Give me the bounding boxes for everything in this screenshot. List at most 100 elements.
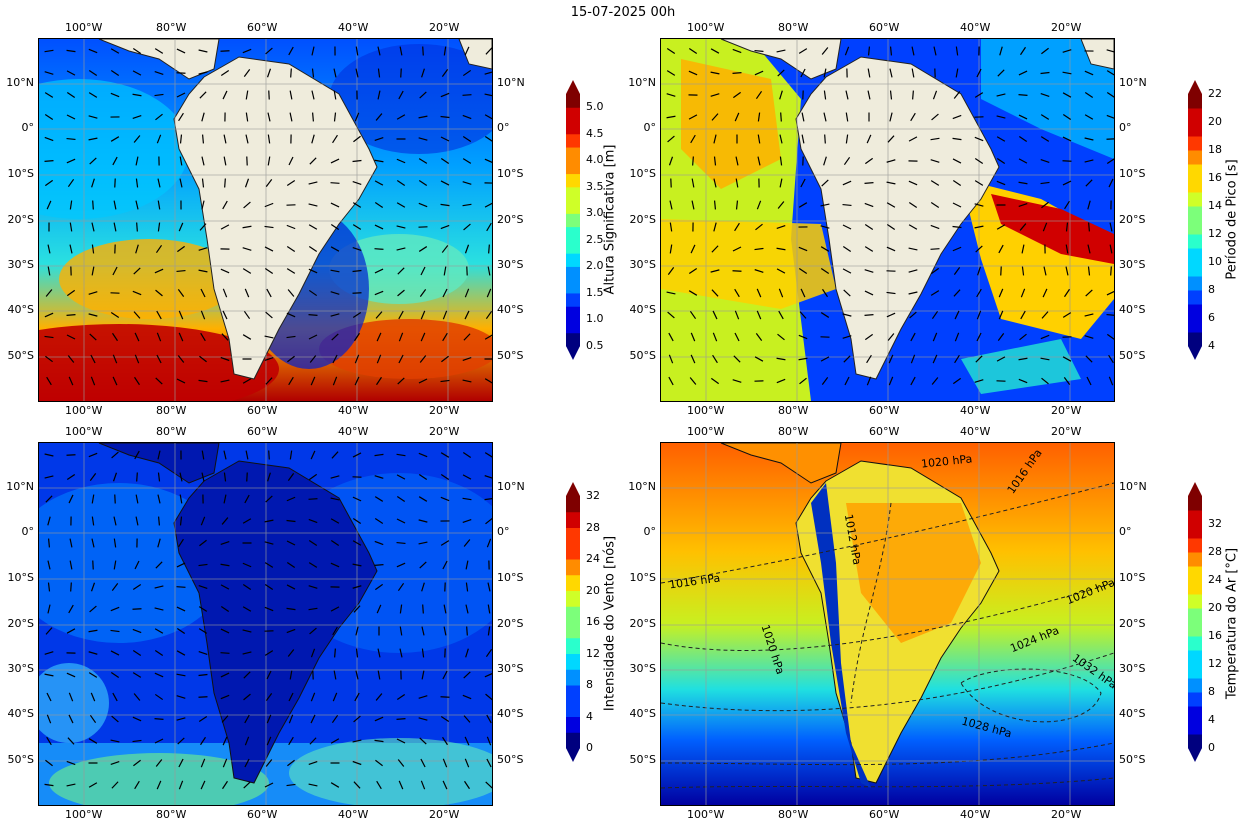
colorbar-tick-label: 3.0	[586, 206, 604, 220]
lat-tick-label: 50°S	[1119, 753, 1146, 766]
colorbar-tick-label: 6	[1208, 311, 1215, 324]
lat-tick-label: 20°S	[629, 213, 656, 226]
colorbar-tick-label: 20	[586, 583, 600, 597]
lon-tick-label: 20°W	[429, 404, 460, 417]
colorbar-band	[1188, 538, 1202, 553]
colorbar-band	[1188, 622, 1202, 637]
lon-tick-label: 20°W	[429, 21, 460, 34]
colorbar-band	[1188, 304, 1202, 319]
lat-tick-label: 50°S	[497, 753, 524, 766]
lat-tick-label: 30°S	[1119, 662, 1146, 675]
colorbar-extend-min	[1188, 346, 1202, 360]
colorbar-band	[566, 266, 580, 281]
colorbar-tick-label: 16	[1208, 629, 1222, 642]
lat-tick-label: 0°	[21, 525, 35, 538]
colorbar-band	[566, 543, 580, 560]
lat-tick-label: 50°S	[7, 349, 34, 362]
lat-tick-label: 50°S	[629, 349, 656, 362]
lon-tick-label: 20°W	[1051, 21, 1082, 34]
lon-tick-label: 80°W	[778, 808, 809, 821]
lon-tick-label: 20°W	[1051, 425, 1082, 438]
lon-tick-label: 80°W	[156, 808, 187, 821]
lon-tick-label: 60°W	[869, 425, 900, 438]
lat-tick-label: 30°S	[1119, 258, 1146, 271]
colorbar-extend-min	[566, 748, 580, 762]
colorbar-wave-height	[566, 80, 580, 360]
colorbar-band	[566, 319, 580, 334]
colorbar-band	[566, 332, 580, 347]
colorbar-band	[566, 700, 580, 717]
lat-tick-label: 30°S	[629, 258, 656, 271]
lat-tick-label: 0°	[1119, 121, 1132, 134]
colorbar-extend-max	[1188, 482, 1202, 496]
colorbar-band	[1188, 678, 1202, 693]
colorbar-band	[566, 653, 580, 670]
colorbar-band	[1188, 332, 1202, 347]
lat-tick-label: 50°S	[7, 753, 34, 766]
lon-tick-label: 100°W	[65, 808, 103, 821]
lat-tick-label: 50°S	[1119, 349, 1146, 362]
colorbar-band	[1188, 636, 1202, 651]
lat-tick-label: 40°S	[7, 707, 34, 720]
colorbar-band	[566, 590, 580, 607]
colorbar-label: Temperatura do Ar [°C]	[1224, 547, 1240, 700]
colorbar-tick-label: 4.0	[586, 153, 604, 167]
colorbar-tick-label: 14	[1208, 199, 1222, 212]
lon-tick-label: 60°W	[247, 425, 278, 438]
colorbar-tick-label: 2.0	[586, 259, 604, 273]
colorbar-scale	[566, 80, 580, 360]
lat-tick-label: 10°S	[7, 167, 34, 180]
lat-tick-label: 20°S	[1119, 617, 1146, 630]
colorbar-band	[566, 606, 580, 623]
colorbar-tick-label: 16	[586, 615, 600, 628]
lon-tick-label: 40°W	[960, 425, 991, 438]
lat-tick-label: 10°N	[6, 76, 34, 89]
figure-title: 15-07-2025 00h	[570, 5, 676, 20]
lon-tick-label: 100°W	[65, 404, 103, 417]
lat-tick-label: 20°S	[497, 213, 524, 226]
colorbar-band	[1188, 510, 1202, 525]
lat-tick-label: 30°S	[497, 258, 524, 271]
colorbar-scale	[1188, 80, 1202, 360]
lon-tick-label: 40°W	[960, 808, 991, 821]
colorbar-band	[566, 120, 580, 135]
colorbar-band	[566, 685, 580, 702]
lon-tick-label: 60°W	[869, 21, 900, 34]
colorbar-band	[1188, 650, 1202, 665]
colorbar-band	[566, 239, 580, 254]
colorbar-band	[1188, 276, 1202, 291]
colorbar-band	[566, 511, 580, 528]
colorbar-tick-label: 0	[1208, 741, 1215, 754]
lat-tick-label: 0°	[21, 121, 35, 134]
lon-tick-label: 80°W	[156, 404, 187, 417]
colorbar-tick-label: 12	[1208, 657, 1222, 670]
colorbar-band	[1188, 594, 1202, 609]
lat-tick-label: 20°S	[7, 617, 34, 630]
colorbar-band	[1188, 94, 1202, 109]
colorbar-band	[1188, 122, 1202, 137]
colorbar-band	[1188, 178, 1202, 193]
colorbar-band	[1188, 248, 1202, 263]
colorbar-band	[566, 279, 580, 294]
colorbar-tick-label: 22	[1208, 87, 1222, 100]
lon-tick-label: 80°W	[156, 425, 187, 438]
lon-tick-label: 100°W	[687, 404, 725, 417]
lat-tick-label: 50°S	[497, 349, 524, 362]
colorbar-band	[566, 716, 580, 733]
lon-tick-label: 80°W	[778, 21, 809, 34]
colorbar-tick-label: 4	[1208, 339, 1215, 352]
lat-tick-label: 10°S	[497, 167, 524, 180]
colorbar-band	[1188, 720, 1202, 735]
lon-tick-label: 20°W	[1051, 404, 1082, 417]
lon-tick-label: 40°W	[338, 425, 369, 438]
colorbar-extend-min	[566, 346, 580, 360]
colorbar-tick-label: 32	[1208, 517, 1222, 530]
colorbar-tick-label: 8	[1208, 685, 1215, 698]
colorbar-band	[1188, 262, 1202, 277]
colorbar-band	[1188, 734, 1202, 749]
lon-tick-label: 60°W	[247, 808, 278, 821]
colorbar-band	[1188, 706, 1202, 721]
lat-tick-label: 40°S	[7, 303, 34, 316]
lon-tick-label: 20°W	[429, 808, 460, 821]
colorbar-band	[1188, 234, 1202, 249]
